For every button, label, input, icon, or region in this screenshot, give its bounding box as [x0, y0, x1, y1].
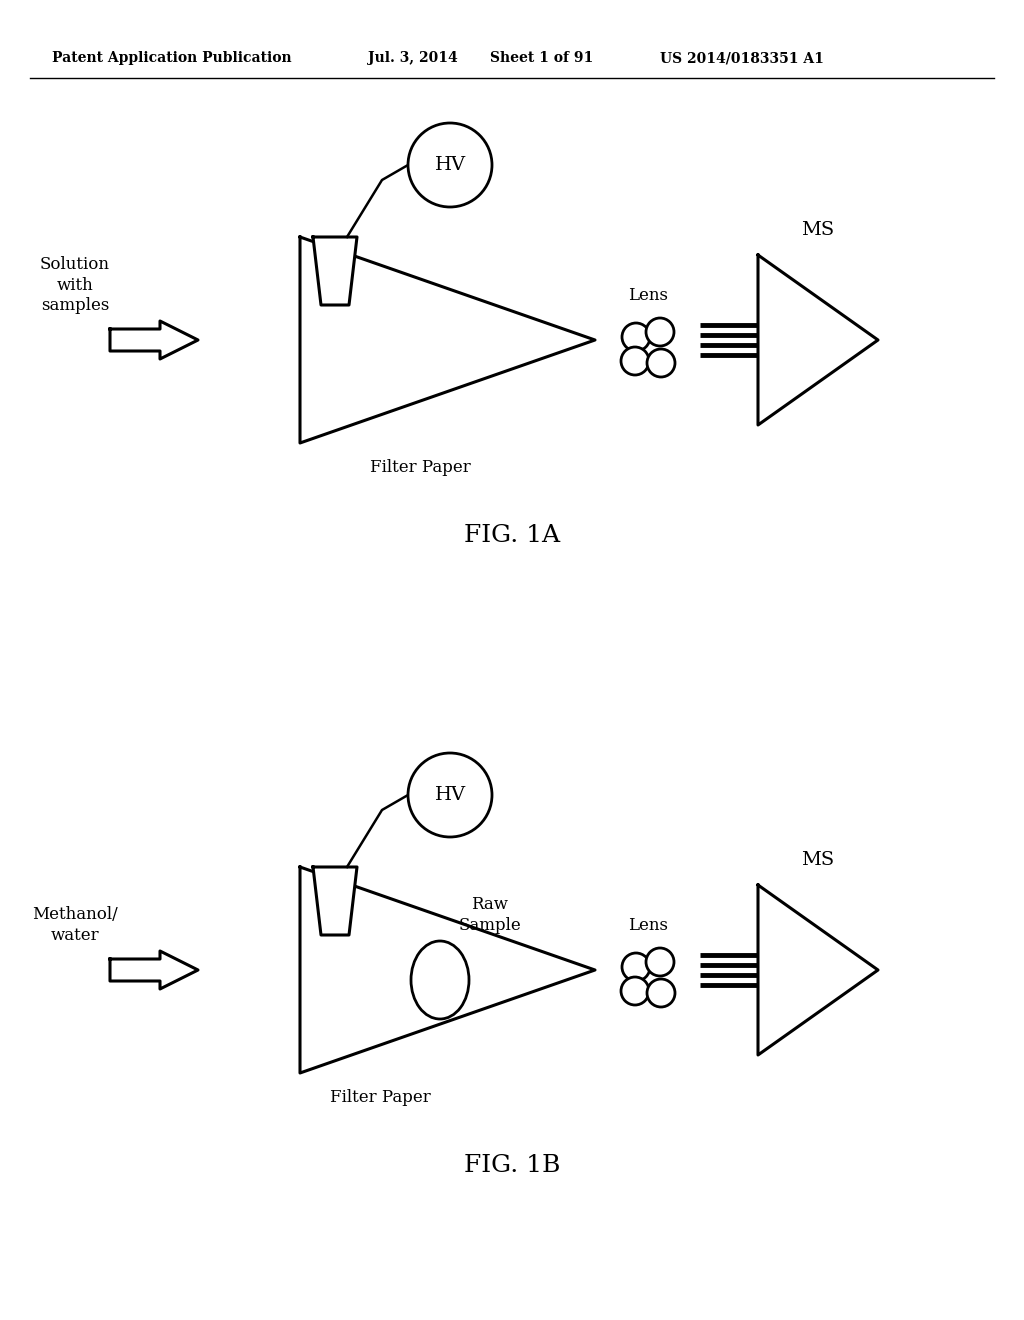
- Text: Filter Paper: Filter Paper: [370, 459, 470, 477]
- Circle shape: [647, 348, 675, 378]
- Polygon shape: [313, 867, 357, 935]
- Text: HV: HV: [434, 785, 466, 804]
- Text: FIG. 1A: FIG. 1A: [464, 524, 560, 546]
- Circle shape: [621, 347, 649, 375]
- Text: FIG. 1B: FIG. 1B: [464, 1154, 560, 1176]
- Text: Raw
Sample: Raw Sample: [459, 896, 521, 935]
- Ellipse shape: [411, 941, 469, 1019]
- Text: Patent Application Publication: Patent Application Publication: [52, 51, 292, 65]
- Text: MS: MS: [802, 851, 835, 869]
- Polygon shape: [313, 238, 357, 305]
- Circle shape: [622, 953, 650, 981]
- Text: Lens: Lens: [628, 286, 668, 304]
- Circle shape: [622, 323, 650, 351]
- Text: MS: MS: [802, 220, 835, 239]
- Text: Jul. 3, 2014: Jul. 3, 2014: [368, 51, 458, 65]
- Circle shape: [621, 977, 649, 1005]
- Polygon shape: [758, 255, 878, 425]
- Polygon shape: [300, 867, 595, 1073]
- Text: Solution
with
samples: Solution with samples: [40, 256, 110, 314]
- Text: Sheet 1 of 91: Sheet 1 of 91: [490, 51, 593, 65]
- Circle shape: [408, 752, 492, 837]
- Polygon shape: [300, 238, 595, 444]
- Text: HV: HV: [434, 156, 466, 174]
- Text: Lens: Lens: [628, 916, 668, 933]
- Polygon shape: [110, 950, 198, 989]
- Circle shape: [646, 948, 674, 975]
- Circle shape: [646, 318, 674, 346]
- Text: US 2014/0183351 A1: US 2014/0183351 A1: [660, 51, 824, 65]
- Circle shape: [647, 979, 675, 1007]
- Polygon shape: [110, 321, 198, 359]
- Circle shape: [408, 123, 492, 207]
- Polygon shape: [758, 884, 878, 1055]
- Text: Filter Paper: Filter Paper: [330, 1089, 430, 1106]
- Text: Methanol/
water: Methanol/ water: [32, 906, 118, 944]
